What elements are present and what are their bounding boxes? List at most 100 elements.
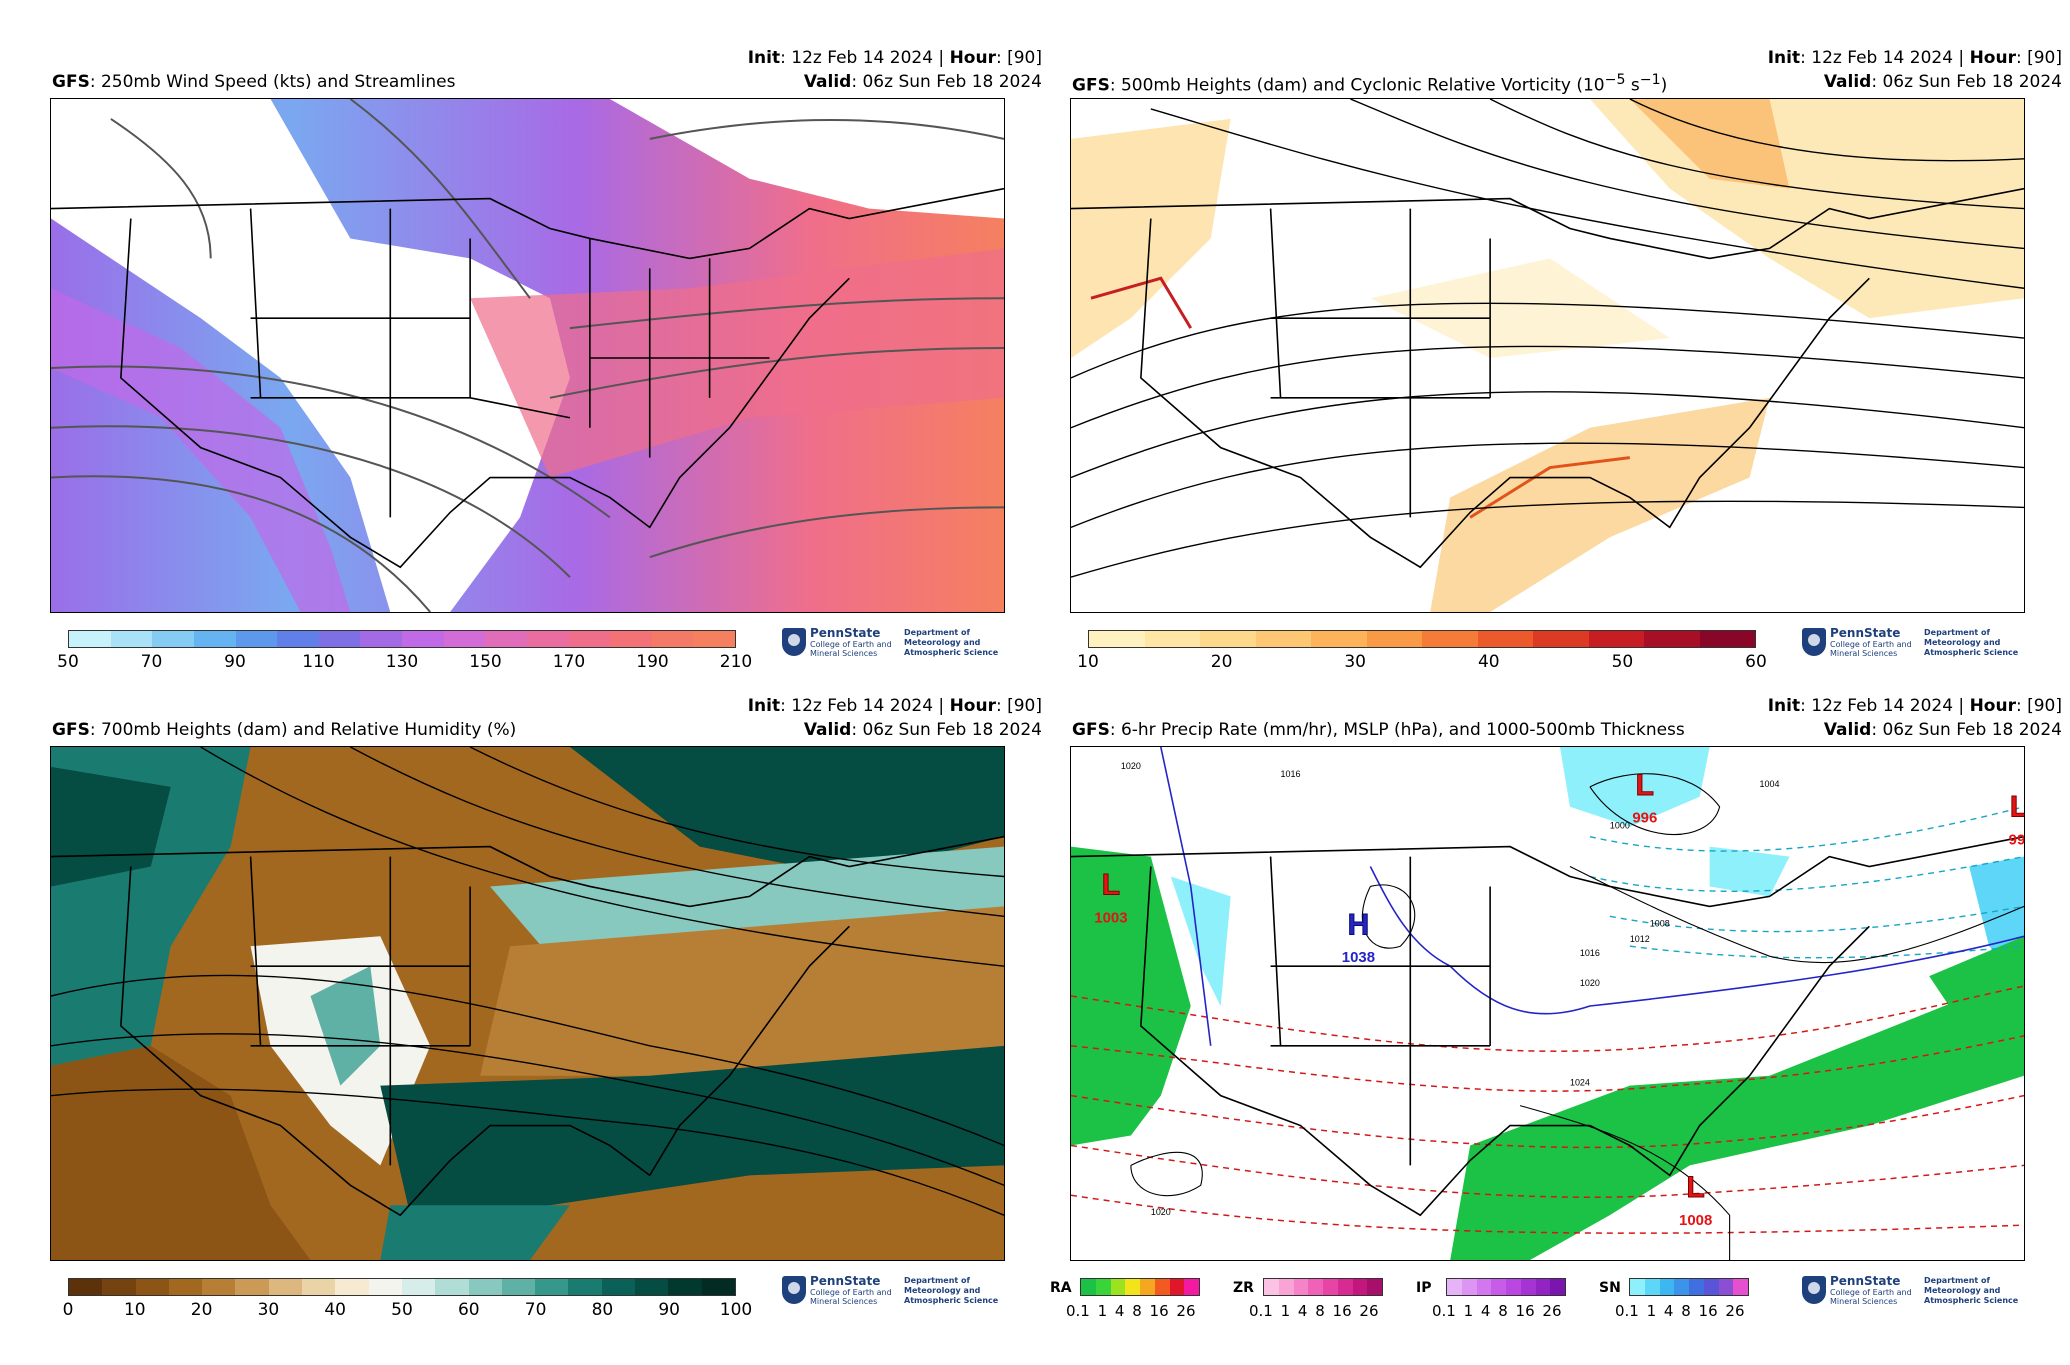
colorbar-swatch	[1461, 1279, 1477, 1295]
colorbar-swatch	[1278, 1279, 1294, 1295]
colorbar-tick-label: 130	[385, 652, 419, 672]
colorbar-swatch	[1674, 1279, 1689, 1295]
colorbar-swatch	[152, 631, 194, 647]
colorbar-swatch	[1689, 1279, 1704, 1295]
colorbar-swatch	[1311, 631, 1367, 647]
colorbar-swatch	[1718, 1279, 1734, 1295]
panel-precip-mslp: Init: 12z Feb 14 2024 | Hour: [90] GFS: …	[1050, 688, 2062, 1328]
colorbar-tick-label: 110	[302, 652, 335, 672]
colorbar-swatch	[568, 1279, 602, 1295]
colorbar-tick-label: 50	[57, 652, 79, 672]
colorbar-swatch	[1533, 631, 1589, 647]
colorbar-tick-label: 60	[457, 1300, 480, 1320]
logo-name: PennState	[1830, 626, 1901, 640]
colorbar-swatch	[268, 1279, 303, 1295]
init-line: Init: 12z Feb 14 2024 | Hour: [90]	[747, 696, 1042, 716]
precip-type-code: SN	[1599, 1280, 1621, 1296]
colorbar-tick-label: 210	[719, 652, 753, 672]
logo-college: College of Earth and Mineral Sciences	[1830, 1288, 1912, 1306]
colorbar-swatch	[1506, 1279, 1521, 1295]
map-title: GFS: 700mb Heights (dam) and Relative Hu…	[52, 720, 517, 740]
colorbar-swatch	[277, 631, 319, 647]
wind-map	[50, 98, 1005, 613]
isobar-label: 1000	[1610, 821, 1630, 831]
precip-type-code: ZR	[1233, 1280, 1254, 1296]
colorbar-swatch	[1630, 1279, 1645, 1295]
colorbar-swatch	[135, 1279, 169, 1295]
logo-dept: Department of Meteorology and Atmospheri…	[904, 1276, 999, 1305]
logo-name: PennState	[1830, 1274, 1901, 1288]
colorbar-tick-label: 70	[524, 1300, 547, 1320]
colorbar-tick-label: 170	[552, 652, 586, 672]
colorbar-swatch	[693, 631, 735, 647]
colorbar-swatch	[1154, 1279, 1170, 1295]
pennstate-shield-icon	[782, 1276, 806, 1304]
colorbar-tick-label: 100	[719, 1300, 753, 1320]
colorbar-swatch	[1293, 1279, 1309, 1295]
high-center-letter: H	[1348, 908, 1370, 941]
colorbar-swatch	[1337, 1279, 1353, 1295]
colorbar-swatch	[651, 631, 694, 647]
precip-type-code: IP	[1416, 1280, 1432, 1296]
vorticity-colorbar-ticks: 10 20 30 40 50 60	[1077, 652, 1767, 672]
valid-line: Valid: 06z Sun Feb 18 2024	[803, 72, 1042, 92]
colorbar-swatch	[1264, 1279, 1279, 1295]
colorbar-swatch	[635, 1279, 669, 1295]
colorbar-tick-label: 30	[257, 1300, 280, 1320]
colorbar-swatch	[1550, 1279, 1565, 1295]
colorbar-swatch	[485, 631, 527, 647]
isobar-label: 1004	[1760, 779, 1780, 789]
colorbar-swatch	[335, 1279, 369, 1295]
map-title: GFS: 250mb Wind Speed (kts) and Streamli…	[52, 72, 456, 92]
colorbar-swatch	[1308, 1279, 1323, 1295]
rh-colorbar	[68, 1278, 736, 1296]
colorbar-swatch	[601, 1279, 636, 1295]
colorbar-tick-label: 80	[591, 1300, 614, 1320]
isobar-label: 1020	[1580, 978, 1600, 988]
colorbar-swatch	[501, 1279, 536, 1295]
pennstate-logo: PennState College of Earth and Mineral S…	[782, 626, 1012, 662]
colorbar-swatch	[1535, 1279, 1551, 1295]
colorbar-swatch	[1125, 1279, 1140, 1295]
colorbar-swatch	[69, 1279, 103, 1295]
colorbar-swatch	[1169, 1279, 1185, 1295]
colorbar-swatch	[1447, 1279, 1462, 1295]
colorbar-swatch	[102, 1279, 136, 1295]
isobar-label: 1016	[1580, 948, 1600, 958]
colorbar-tick-label: 190	[636, 652, 669, 672]
logo-college: College of Earth and Mineral Sciences	[1830, 640, 1912, 658]
valid-line: Valid: 06z Sun Feb 18 2024	[1823, 72, 2062, 92]
colorbar-swatch	[1323, 1279, 1338, 1295]
colorbar-tick-label: 20	[190, 1300, 213, 1320]
logo-college: College of Earth and Mineral Sciences	[810, 640, 892, 658]
isobar-label: 1008	[1650, 918, 1670, 928]
low-center-value: 996	[1632, 810, 1657, 827]
colorbar-swatch	[526, 631, 569, 647]
map-title: GFS: 6-hr Precip Rate (mm/hr), MSLP (hPa…	[1072, 720, 1685, 740]
colorbar-swatch	[1089, 631, 1145, 647]
colorbar-tick-label: 30	[1344, 652, 1367, 672]
vorticity-map	[1070, 98, 2025, 613]
pennstate-logo: PennState College of Earth and Mineral S…	[1802, 626, 2032, 662]
colorbar-swatch	[302, 1279, 336, 1295]
isobar-label: 1016	[1281, 769, 1301, 779]
logo-name: PennState	[810, 626, 881, 640]
colorbar-tick-label: 40	[324, 1300, 347, 1320]
valid-line: Valid: 06z Sun Feb 18 2024	[1823, 720, 2062, 740]
logo-name: PennState	[810, 1274, 881, 1288]
colorbar-swatch	[1477, 631, 1533, 647]
colorbar-swatch	[1200, 631, 1256, 647]
colorbar-tick-label: 20	[1210, 652, 1233, 672]
colorbar-tick-label: 50	[391, 1300, 413, 1320]
vorticity-colorbar	[1088, 630, 1756, 648]
pennstate-shield-icon	[1802, 1276, 1826, 1304]
init-line: Init: 12z Feb 14 2024 | Hour: [90]	[747, 48, 1042, 68]
colorbar-swatch	[668, 1279, 702, 1295]
pennstate-logo: PennState College of Earth and Mineral S…	[782, 1274, 1012, 1310]
panel-250mb-wind: Init: 12z Feb 14 2024 | Hour: [90] GFS: …	[40, 40, 1042, 680]
pennstate-logo: PennState College of Earth and Mineral S…	[1802, 1274, 2032, 1310]
logo-college: College of Earth and Mineral Sciences	[810, 1288, 892, 1306]
wind-colorbar-ticks: 50 70 90 110 130 150 170 190 210	[57, 652, 752, 672]
colorbar-swatch	[1476, 1279, 1492, 1295]
pennstate-shield-icon	[1802, 628, 1826, 656]
